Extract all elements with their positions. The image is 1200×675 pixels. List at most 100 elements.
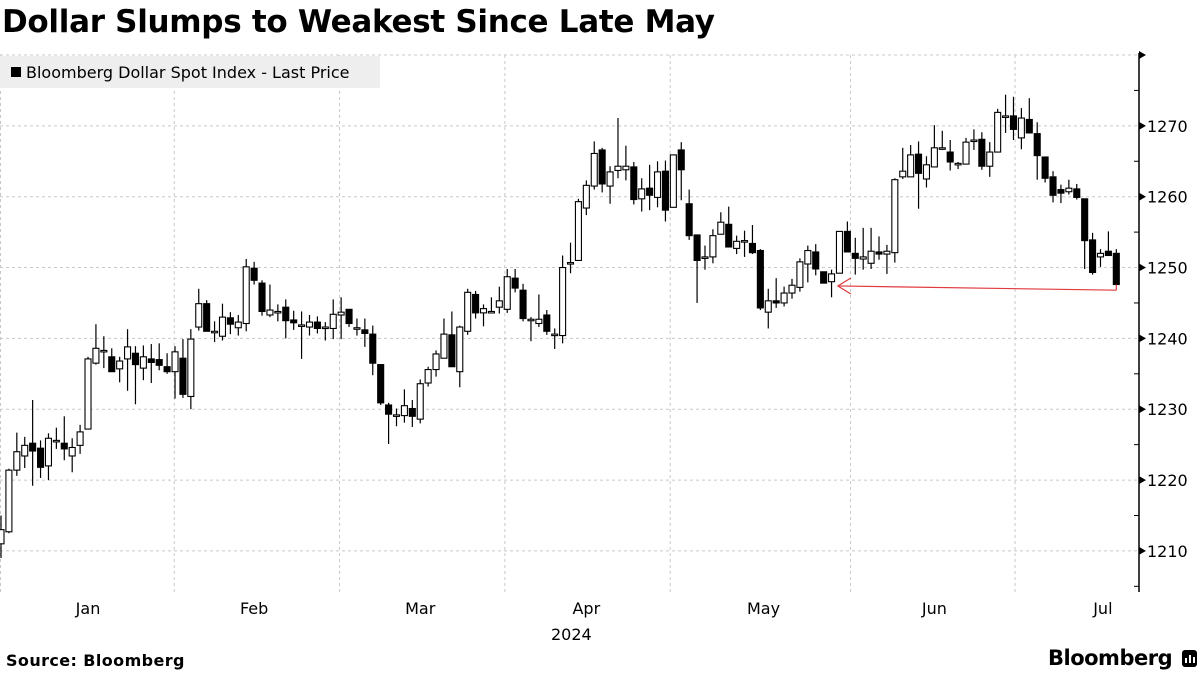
candle (392, 408, 401, 427)
candle-body-down (1025, 118, 1033, 134)
candle (234, 314, 242, 336)
candle (290, 310, 298, 330)
candle (329, 299, 337, 340)
candle-body-up (638, 188, 646, 200)
candle (614, 118, 622, 179)
candle-body-up (835, 230, 844, 274)
candle-body-up (440, 333, 448, 359)
candle (211, 321, 219, 342)
candle-body-up (44, 437, 53, 467)
candle-body-down (1041, 156, 1049, 179)
candle (1033, 122, 1041, 180)
candle-body-down (630, 166, 638, 201)
candle-body-up (400, 405, 408, 417)
candle (218, 303, 227, 341)
candle (203, 300, 211, 332)
candle (519, 283, 527, 322)
candle-body-up (424, 368, 432, 384)
candle (661, 160, 669, 222)
candle (867, 227, 875, 269)
candle (970, 129, 978, 150)
candle (756, 249, 764, 311)
legend-swatch-icon (11, 67, 21, 77)
candle (638, 178, 646, 212)
y-tick-label: 1210 (1147, 542, 1188, 561)
candle-body-down (345, 308, 353, 325)
candle (1104, 231, 1112, 257)
candle (147, 344, 155, 384)
candle-body-up (574, 201, 582, 261)
y-tick-label: 1240 (1147, 329, 1188, 348)
candle (930, 125, 938, 168)
y-major-tick (1139, 121, 1146, 130)
candle-body-up (234, 321, 242, 329)
candle (0, 515, 5, 558)
y-major-tick (1139, 405, 1146, 414)
candle-body-up (1002, 115, 1010, 118)
y-major-tick (1139, 192, 1146, 201)
x-year-label: 2024 (551, 625, 592, 640)
candle-body-down (812, 251, 820, 270)
candle (84, 356, 92, 430)
candle-body-up (733, 240, 741, 249)
x-axis: Jan Feb Mar Apr May Jun Jul 2024 (75, 599, 1113, 640)
candle (677, 142, 685, 201)
candle (598, 147, 606, 193)
candle (479, 304, 488, 327)
x-tick-label: Jan (75, 599, 101, 618)
candle (938, 130, 946, 150)
candle (195, 288, 203, 331)
candle (733, 235, 741, 255)
candle-body-down (1089, 239, 1097, 274)
candle-body-up (1096, 252, 1105, 258)
candle-body-up (590, 152, 598, 187)
x-tick-label: May (747, 599, 780, 618)
candle (559, 255, 567, 344)
candle-body-up (954, 162, 962, 166)
candle (337, 297, 345, 340)
candle-body-up (796, 261, 804, 288)
candle-body-down (1081, 198, 1089, 242)
candle-body-down (1057, 189, 1065, 194)
candle-body-up (274, 310, 282, 314)
candle (725, 206, 733, 248)
candle-body-up (764, 300, 772, 313)
candle-body-down (875, 251, 883, 255)
candle-body-down (147, 358, 155, 364)
candle-body-up (907, 154, 915, 178)
candlestick-chart: 1210 1220 1230 1240 1250 1260 1270 Jan Feb Mar Ap… (0, 51, 1188, 640)
candle-body-down (377, 364, 385, 404)
candle (669, 154, 677, 208)
candle-body-up (582, 184, 590, 209)
candle (827, 269, 836, 298)
candle-body-down (772, 300, 780, 304)
candle (487, 297, 495, 314)
candle (258, 280, 266, 316)
candle-body-down (60, 442, 68, 450)
candle-body-up (701, 256, 709, 259)
candle-body-up (740, 240, 749, 243)
candle (535, 294, 543, 328)
candle-body-up (13, 451, 21, 471)
candle-body-up (527, 318, 535, 322)
candle (503, 268, 511, 313)
candle (456, 325, 464, 388)
candle (361, 318, 369, 347)
candle-body-up (891, 179, 899, 254)
candle (440, 318, 448, 359)
candle (653, 161, 662, 208)
candle-body-up (994, 111, 1002, 153)
candle (313, 316, 321, 334)
candle-body-down (282, 306, 290, 322)
candle-body-up (986, 151, 994, 167)
candle (891, 178, 899, 263)
candle (298, 311, 306, 359)
x-tick-label: Feb (240, 599, 268, 618)
candle (408, 400, 416, 427)
candle-body-down (598, 149, 606, 185)
candle-body-up (938, 147, 946, 150)
candle-body-down (408, 407, 416, 417)
candle (1009, 96, 1018, 141)
candle-body-down (369, 333, 377, 364)
candle-body-up (535, 318, 543, 325)
